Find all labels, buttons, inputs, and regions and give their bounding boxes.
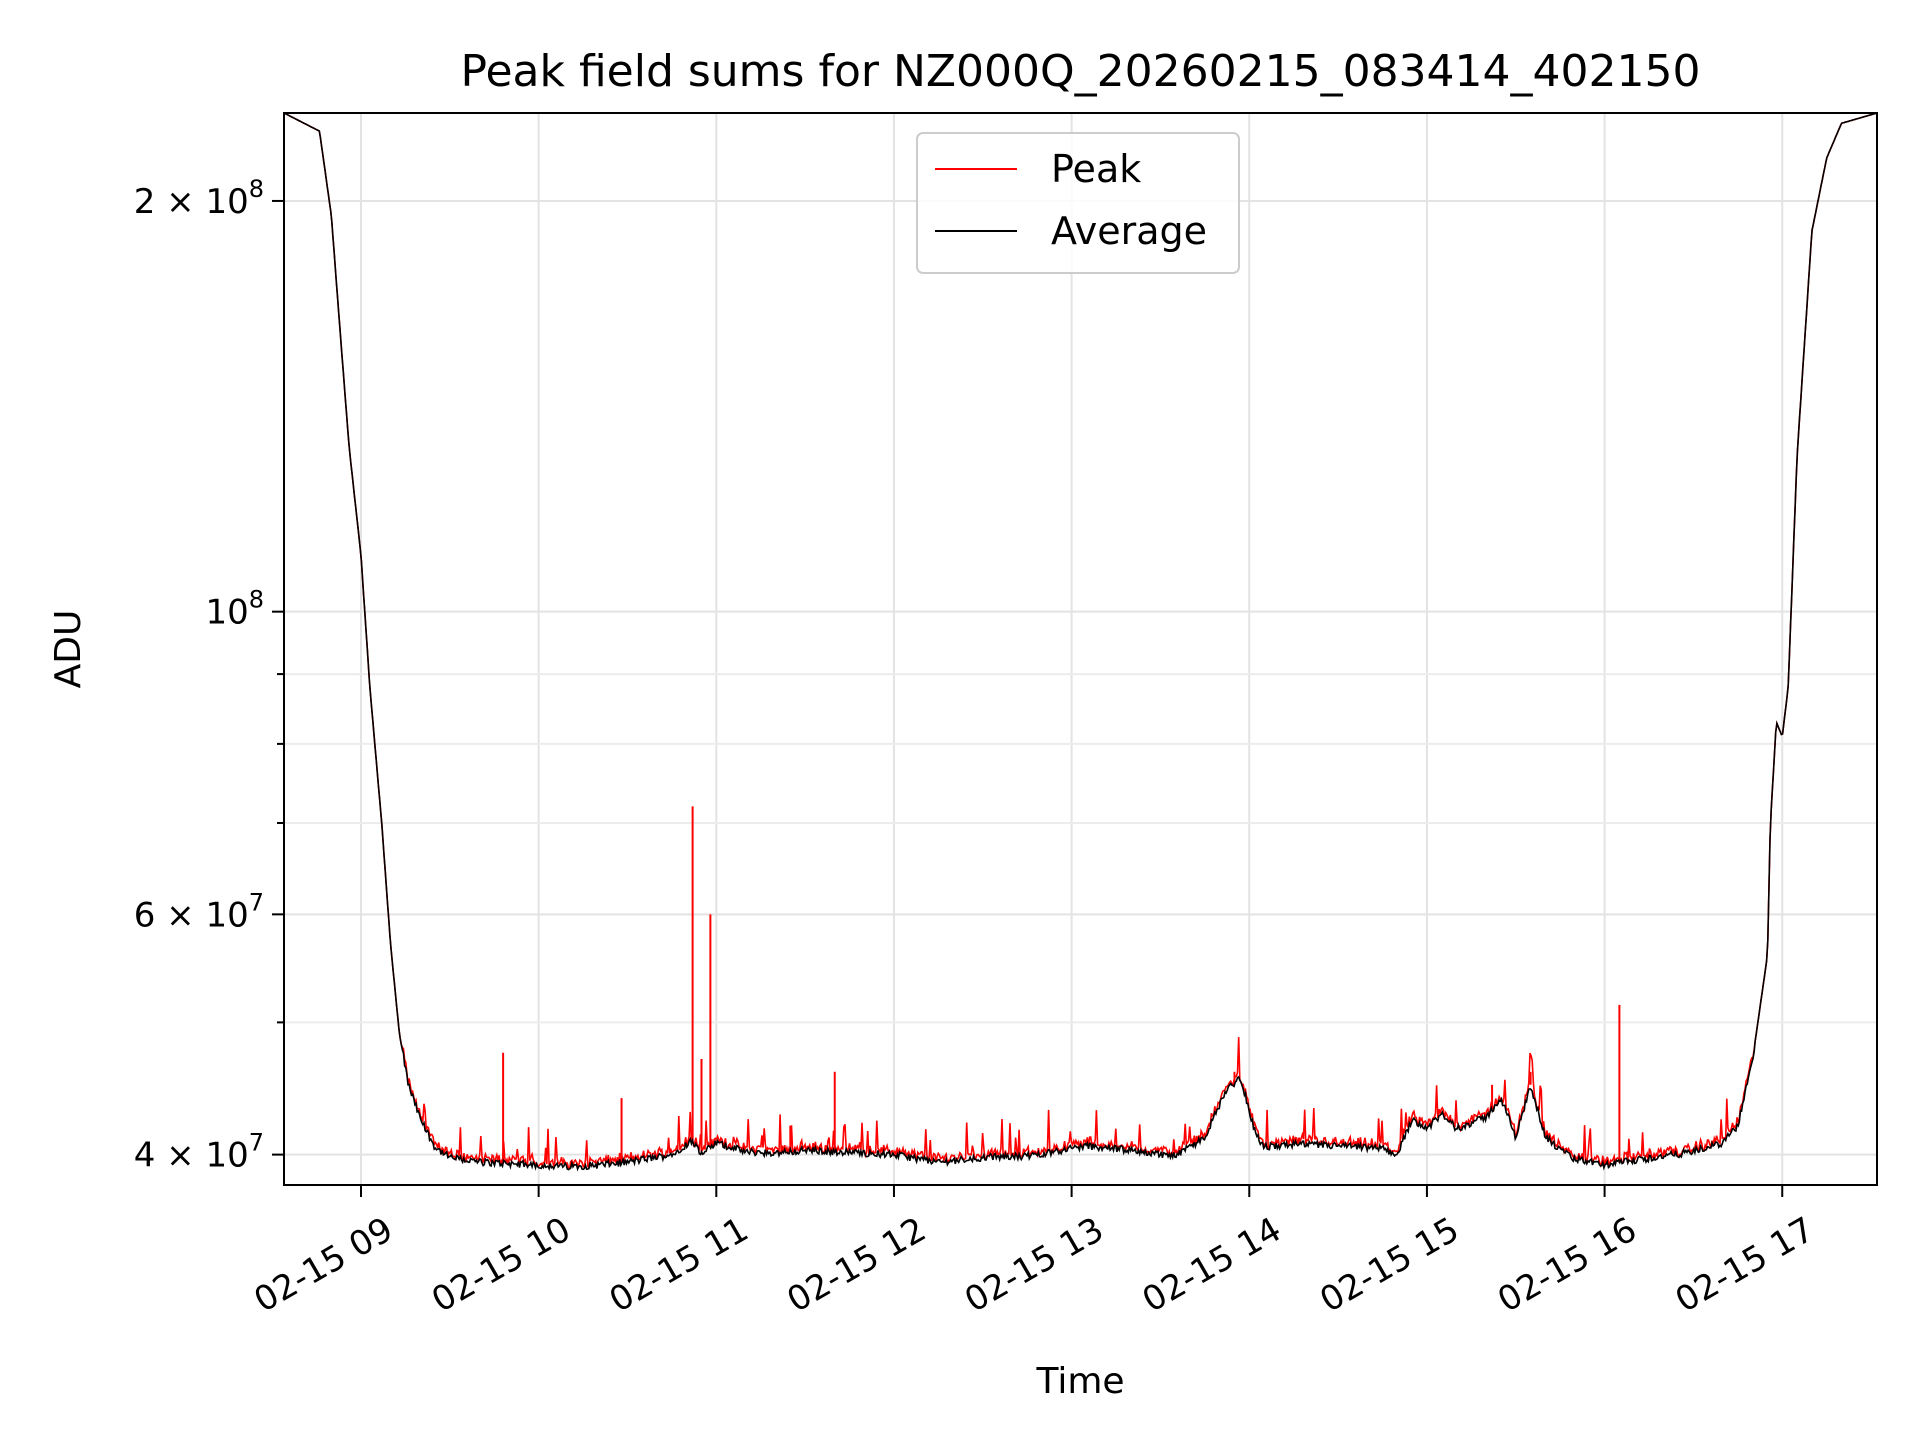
series-layer: [283, 112, 1878, 1172]
plot-frame: [283, 112, 1878, 1186]
x-axis-label: Time: [1035, 1361, 1124, 1402]
legend-label-peak: Peak: [1051, 147, 1141, 191]
y-tick-label: 4 × 107: [134, 1129, 264, 1176]
y-tick-label: 6 × 107: [134, 888, 264, 935]
legend: Peak Average: [916, 132, 1240, 274]
chart-title: Peak field sums for NZ000Q_20260215_0834…: [460, 46, 1700, 97]
grid: [284, 113, 1877, 1185]
legend-label-average: Average: [1051, 209, 1207, 253]
series-line-average: [283, 112, 1878, 1172]
y-tick-label: 2 × 108: [134, 175, 264, 222]
y-tick-label: 108: [205, 586, 264, 633]
y-axis-label: ADU: [48, 610, 89, 689]
